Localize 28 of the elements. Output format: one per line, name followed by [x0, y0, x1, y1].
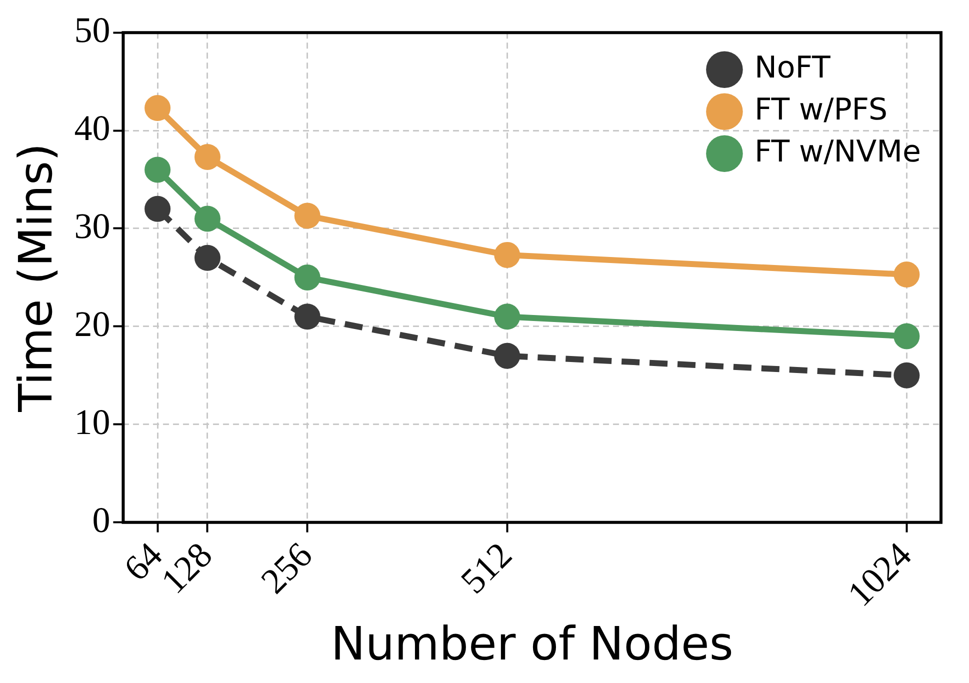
point [494, 304, 520, 330]
y-tick-label: 10 [74, 402, 110, 442]
point [194, 206, 220, 232]
x-axis-title: Number of Nodes [330, 616, 734, 670]
point [294, 264, 320, 290]
point [294, 304, 320, 330]
point [294, 202, 320, 229]
point [494, 342, 520, 369]
y-tick-label: 20 [74, 304, 110, 344]
point [894, 362, 920, 388]
point [144, 196, 171, 222]
y-tick-label: 50 [74, 10, 110, 50]
y-axis-title: Time (Mins) [8, 143, 63, 413]
point [894, 262, 920, 288]
point [194, 144, 220, 170]
x-tick-label: 512 [453, 534, 520, 602]
y-tick-label: 40 [74, 108, 110, 148]
point [194, 244, 220, 271]
legend-label: NoFT [754, 50, 831, 86]
point [894, 323, 920, 350]
point [144, 156, 171, 183]
y-tick-label: 0 [92, 500, 110, 540]
point [144, 95, 171, 122]
y-tick-label: 30 [74, 206, 110, 246]
legend-label: FT w/NVMe [754, 134, 922, 170]
point [494, 242, 520, 268]
x-tick-label: 256 [253, 534, 320, 602]
legend-label: FT w/PFS [754, 92, 888, 128]
